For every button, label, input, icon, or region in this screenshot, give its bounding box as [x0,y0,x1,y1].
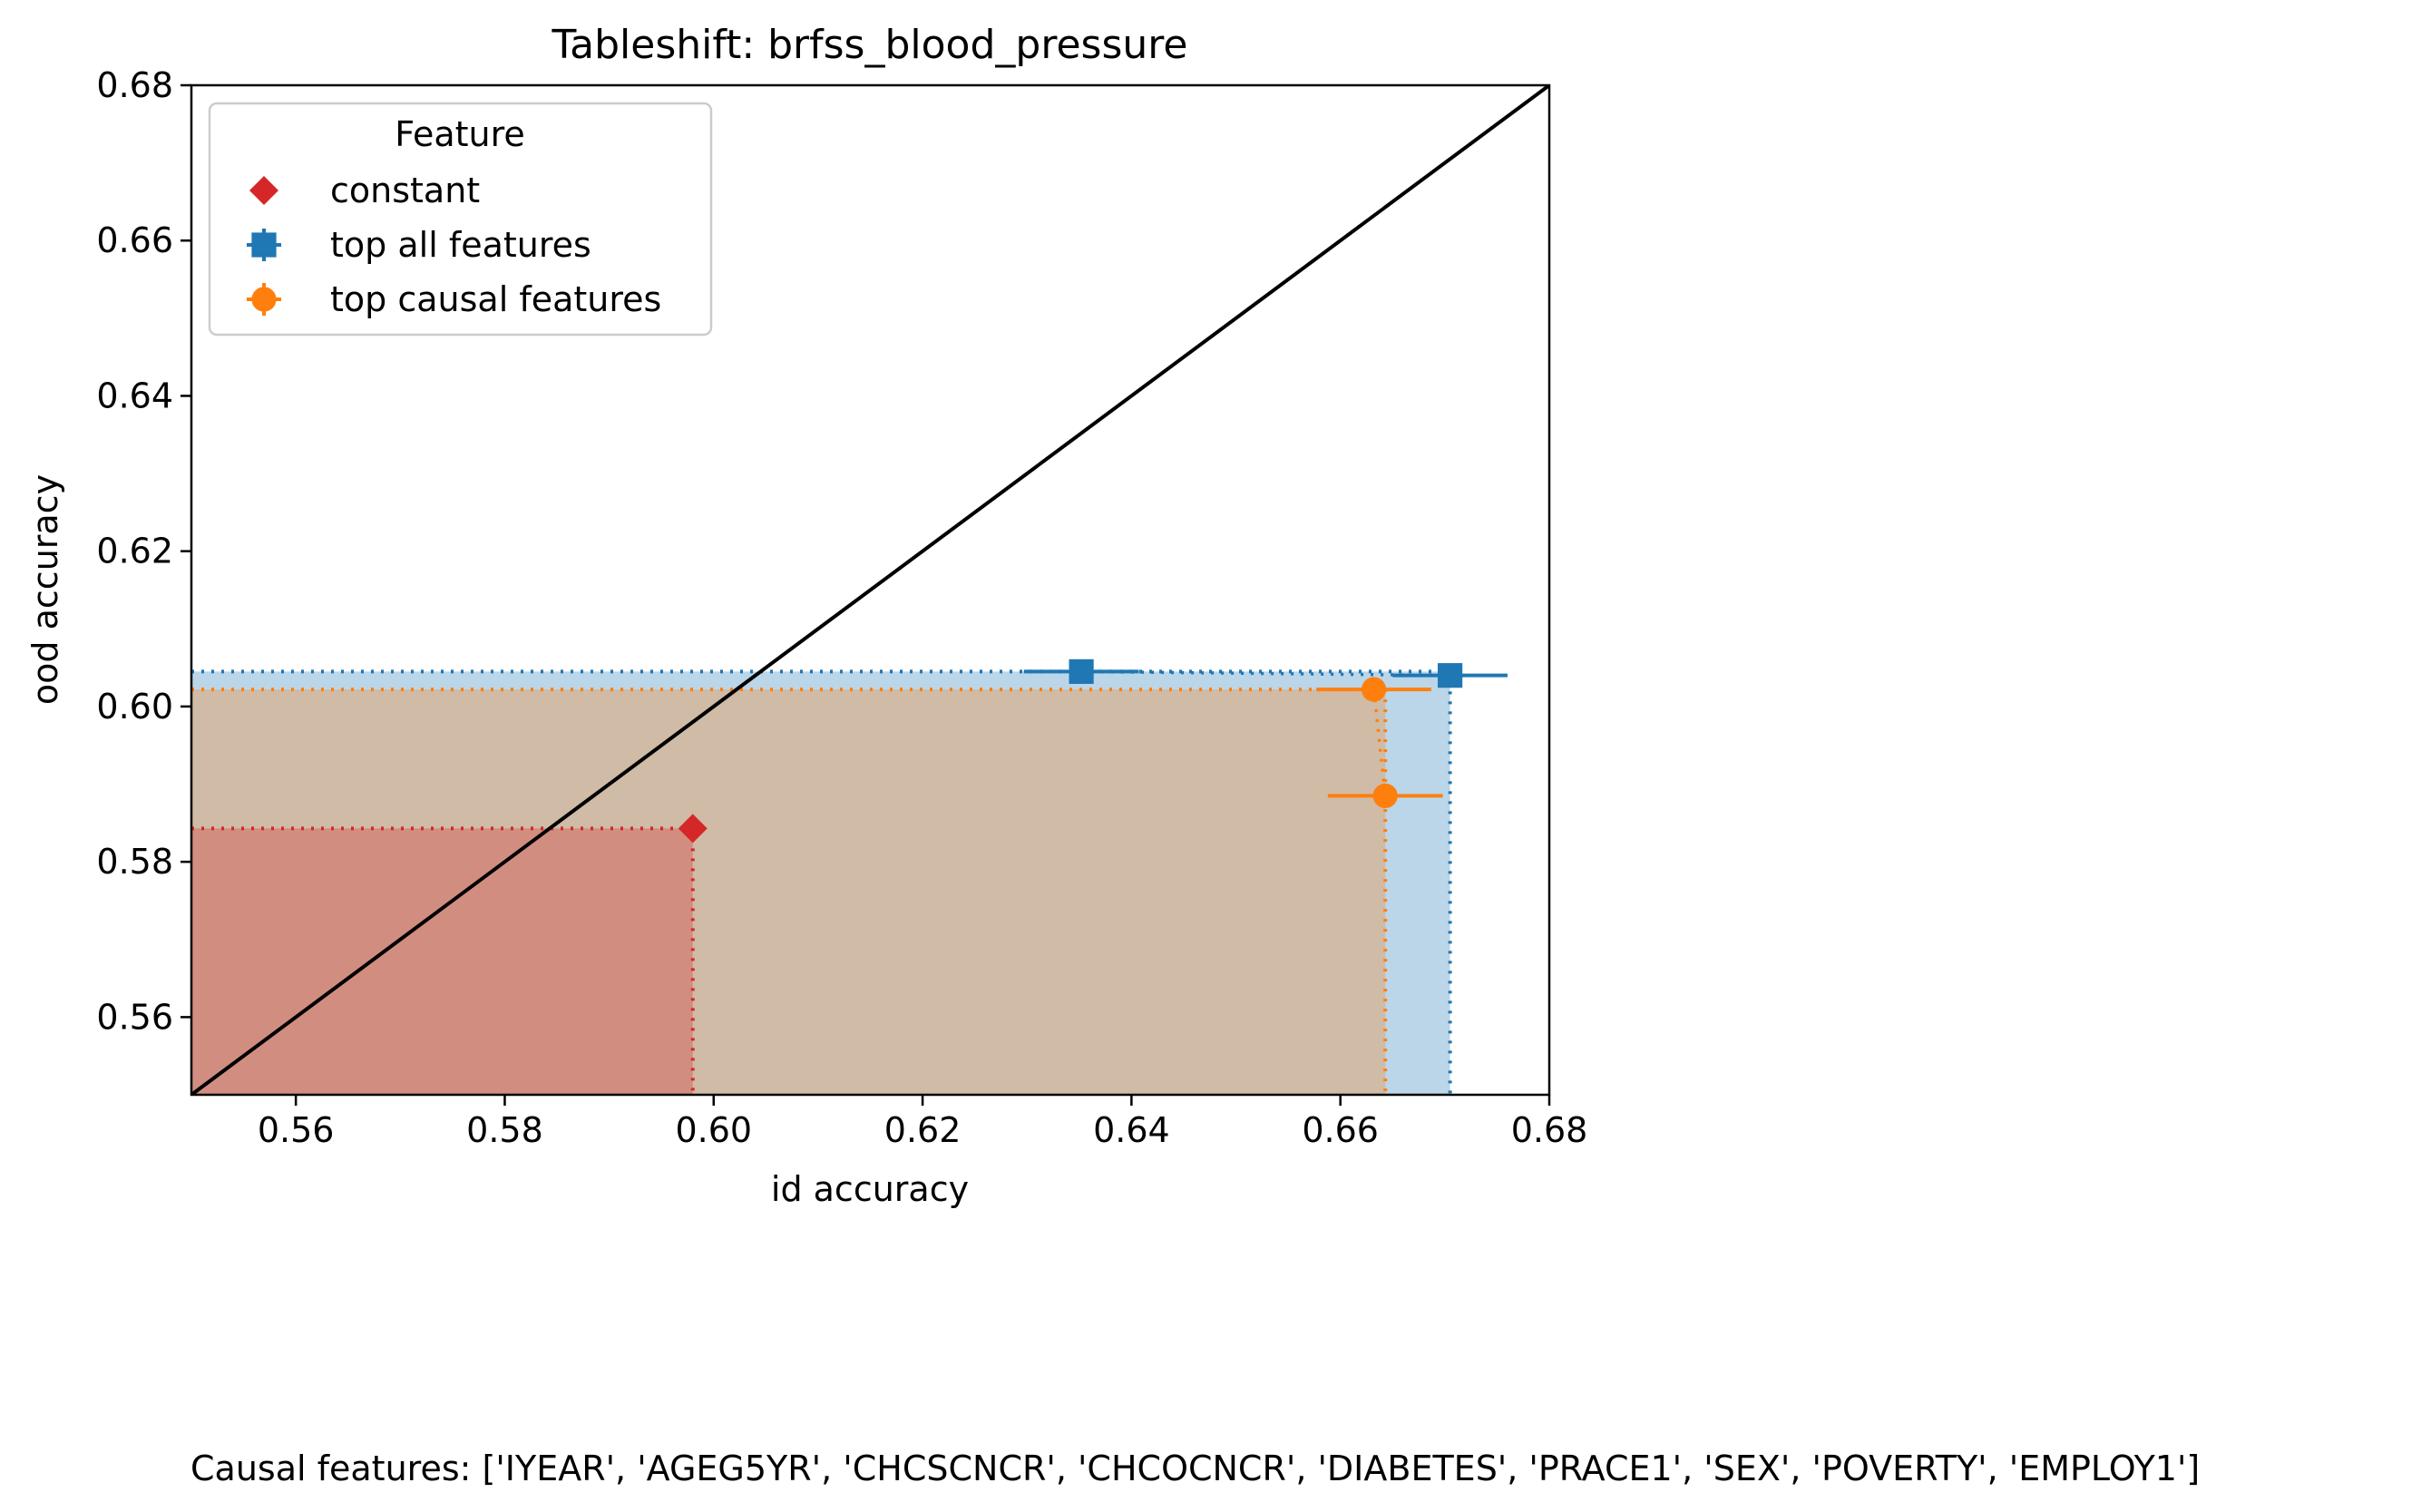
y-tick-label: 0.68 [96,65,173,105]
x-tick-label: 0.68 [1511,1110,1588,1150]
x-tick-label: 0.66 [1302,1110,1379,1150]
legend-entry-label: top causal features [330,279,661,319]
legend-marker-diamond [249,176,278,205]
series-connector [1081,669,1450,678]
y-tick-label: 0.64 [96,376,173,415]
legend-box [208,102,713,337]
series-connectors [1081,669,1450,796]
frontier-fill-diamond [191,828,693,1095]
x-tick-label: 0.62 [884,1110,962,1150]
data-point-square [1069,658,1094,684]
frontier-fills [191,671,1450,1095]
data-point-circle [1361,677,1387,702]
frontier-guides [191,669,1452,1095]
x-tick-label: 0.60 [675,1110,752,1150]
frontier-fill-circle [191,689,1386,1095]
y-tick-label: 0.60 [96,687,173,727]
x-tick-label: 0.56 [258,1110,335,1150]
legend-entry-label: top all features [330,225,591,265]
y-axis-ticks: 0.56 0.58 0.60 0.62 0.64 0.66 0.68 [96,65,191,1037]
y-tick-label: 0.56 [96,997,173,1037]
legend-entry-label: constant [330,171,480,210]
legend: Feature constant top all features top caus… [208,102,713,337]
diagonal-line [191,85,1549,1095]
legend-title: Feature [395,114,525,154]
legend-marker-square [251,232,277,258]
legend-marker-circle [251,287,277,312]
x-tick-label: 0.64 [1093,1110,1170,1150]
y-tick-label: 0.66 [96,220,173,260]
plot-frame [190,83,1551,1097]
y-tick-label: 0.62 [96,532,173,571]
chart-title: Tableshift: brfss_blood_pressure [552,22,1188,68]
x-axis-ticks: 0.56 0.58 0.60 0.62 0.64 0.66 0.68 [258,1095,1587,1150]
x-tick-label: 0.58 [466,1110,543,1150]
y-axis-label: ood accuracy [25,474,65,705]
frontier-fill-square [191,671,1450,1095]
data-point-square [1438,663,1463,688]
data-point-circle [1372,783,1398,808]
causal-features-footnote: Causal features: ['IYEAR', 'AGEG5YR', 'C… [190,1449,2200,1488]
data-markers [678,658,1463,844]
data-point-diamond [678,814,708,844]
y-tick-label: 0.58 [96,842,173,882]
x-axis-label: id accuracy [771,1169,969,1209]
